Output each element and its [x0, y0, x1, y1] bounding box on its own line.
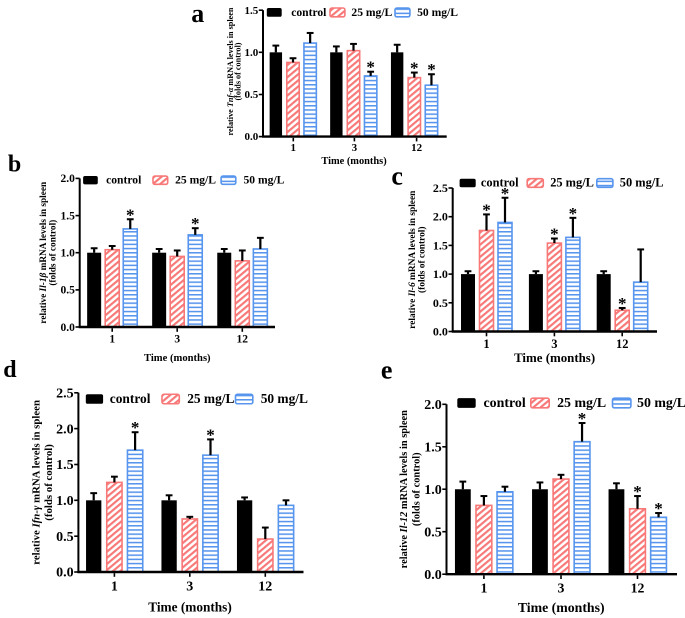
svg-text:50 mg/L: 50 mg/L	[417, 6, 458, 19]
svg-text:control: control	[481, 176, 519, 190]
svg-text:2.0: 2.0	[424, 398, 442, 413]
svg-text:0.0: 0.0	[56, 566, 74, 581]
svg-text:(folds of control): (folds of control)	[47, 220, 58, 286]
svg-text:12: 12	[631, 581, 645, 596]
svg-text:*: *	[550, 225, 559, 244]
svg-text:1.0: 1.0	[433, 267, 448, 281]
svg-text:1.5: 1.5	[424, 440, 442, 455]
svg-text:50 mg/L: 50 mg/L	[261, 391, 308, 406]
svg-text:Time (months): Time (months)	[514, 351, 595, 365]
svg-text:2.0: 2.0	[61, 173, 76, 185]
svg-text:*: *	[126, 205, 135, 224]
svg-text:*: *	[654, 499, 663, 518]
svg-text:d: d	[3, 357, 17, 383]
svg-text:*: *	[131, 418, 140, 437]
svg-text:1.0: 1.0	[61, 248, 76, 260]
svg-text:2.0: 2.0	[56, 422, 74, 437]
svg-text:*: *	[366, 58, 375, 77]
svg-text:0.5: 0.5	[244, 89, 258, 101]
svg-text:*: *	[206, 425, 215, 444]
svg-text:control: control	[291, 6, 327, 19]
svg-text:3: 3	[186, 579, 193, 594]
svg-text:3: 3	[174, 333, 180, 345]
svg-text:25 mg/L: 25 mg/L	[550, 176, 594, 190]
svg-text:1: 1	[291, 142, 297, 154]
svg-text:0.0: 0.0	[433, 325, 448, 339]
svg-text:*: *	[633, 482, 642, 501]
svg-text:1.5: 1.5	[433, 238, 448, 252]
svg-text:0.5: 0.5	[424, 525, 442, 540]
svg-text:25 mg/L: 25 mg/L	[351, 6, 392, 19]
svg-text:a: a	[191, 0, 204, 28]
svg-text:1.0: 1.0	[244, 47, 258, 59]
svg-text:0.0: 0.0	[61, 322, 76, 334]
svg-text:*: *	[569, 204, 578, 223]
svg-text:25 mg/L: 25 mg/L	[187, 391, 234, 406]
svg-text:25 mg/L: 25 mg/L	[557, 396, 606, 411]
svg-text:1.5: 1.5	[56, 458, 74, 473]
svg-text:c: c	[391, 161, 403, 190]
svg-text:0.5: 0.5	[56, 530, 74, 545]
svg-text:50 mg/L: 50 mg/L	[244, 174, 285, 187]
svg-text:control: control	[484, 396, 526, 411]
svg-text:control: control	[110, 391, 151, 406]
svg-text:1.5: 1.5	[61, 210, 76, 222]
svg-text:1.5: 1.5	[244, 5, 258, 17]
svg-text:Time (months): Time (months)	[518, 600, 605, 616]
svg-text:3: 3	[558, 581, 565, 596]
svg-text:12: 12	[237, 333, 249, 345]
svg-text:1.0: 1.0	[56, 494, 74, 509]
svg-text:*: *	[427, 60, 436, 79]
svg-text:relative Il-6 mRNA levels in s: relative Il-6 mRNA levels in spleen	[408, 190, 418, 329]
svg-text:*: *	[618, 294, 627, 313]
svg-text:3: 3	[352, 142, 358, 154]
svg-text:0.0: 0.0	[424, 568, 442, 583]
svg-text:12: 12	[258, 579, 272, 594]
svg-text:(folds of control): (folds of control)	[233, 42, 242, 100]
svg-text:(folds of control): (folds of control)	[43, 444, 55, 521]
svg-text:relative Il-1β mRNA levels in: relative Il-1β mRNA levels in spleen	[39, 181, 49, 324]
svg-text:relative Il-12 mRNA levels in: relative Il-12 mRNA levels in spleen	[399, 410, 410, 568]
svg-text:1: 1	[111, 579, 118, 594]
svg-text:*: *	[482, 200, 491, 219]
svg-text:2.5: 2.5	[56, 386, 74, 401]
svg-text:50 mg/L: 50 mg/L	[620, 176, 664, 190]
svg-text:Time (months): Time (months)	[148, 599, 232, 614]
svg-text:0.0: 0.0	[244, 131, 258, 143]
svg-text:2.0: 2.0	[433, 210, 448, 224]
svg-text:*: *	[410, 59, 419, 78]
svg-text:relative Tnf-α mRNA levels in: relative Tnf-α mRNA levels in spleen	[226, 7, 235, 135]
svg-text:*: *	[501, 184, 510, 203]
svg-text:25 mg/L: 25 mg/L	[175, 174, 216, 187]
svg-text:2.5: 2.5	[433, 181, 448, 195]
svg-text:1: 1	[483, 337, 489, 351]
svg-text:control: control	[106, 174, 142, 187]
svg-text:(folds of control): (folds of control)	[416, 226, 427, 293]
svg-text:Time (months): Time (months)	[144, 353, 211, 364]
svg-text:3: 3	[551, 337, 557, 351]
svg-text:Time (months): Time (months)	[321, 156, 386, 167]
svg-text:*: *	[191, 214, 200, 233]
svg-text:50 mg/L: 50 mg/L	[637, 396, 685, 411]
svg-text:1: 1	[480, 581, 487, 596]
svg-text:1: 1	[109, 333, 115, 345]
svg-text:relative Ifn-γ mRNA levels in: relative Ifn-γ mRNA levels in spleen	[30, 400, 42, 565]
svg-text:e: e	[381, 356, 393, 385]
svg-text:*: *	[578, 409, 587, 428]
svg-text:b: b	[8, 152, 21, 178]
svg-text:(folds of control): (folds of control)	[412, 452, 423, 526]
svg-text:12: 12	[616, 337, 629, 351]
svg-text:1.0: 1.0	[424, 483, 442, 498]
svg-text:0.5: 0.5	[433, 296, 448, 310]
svg-text:0.5: 0.5	[61, 285, 76, 297]
svg-text:12: 12	[411, 142, 423, 154]
